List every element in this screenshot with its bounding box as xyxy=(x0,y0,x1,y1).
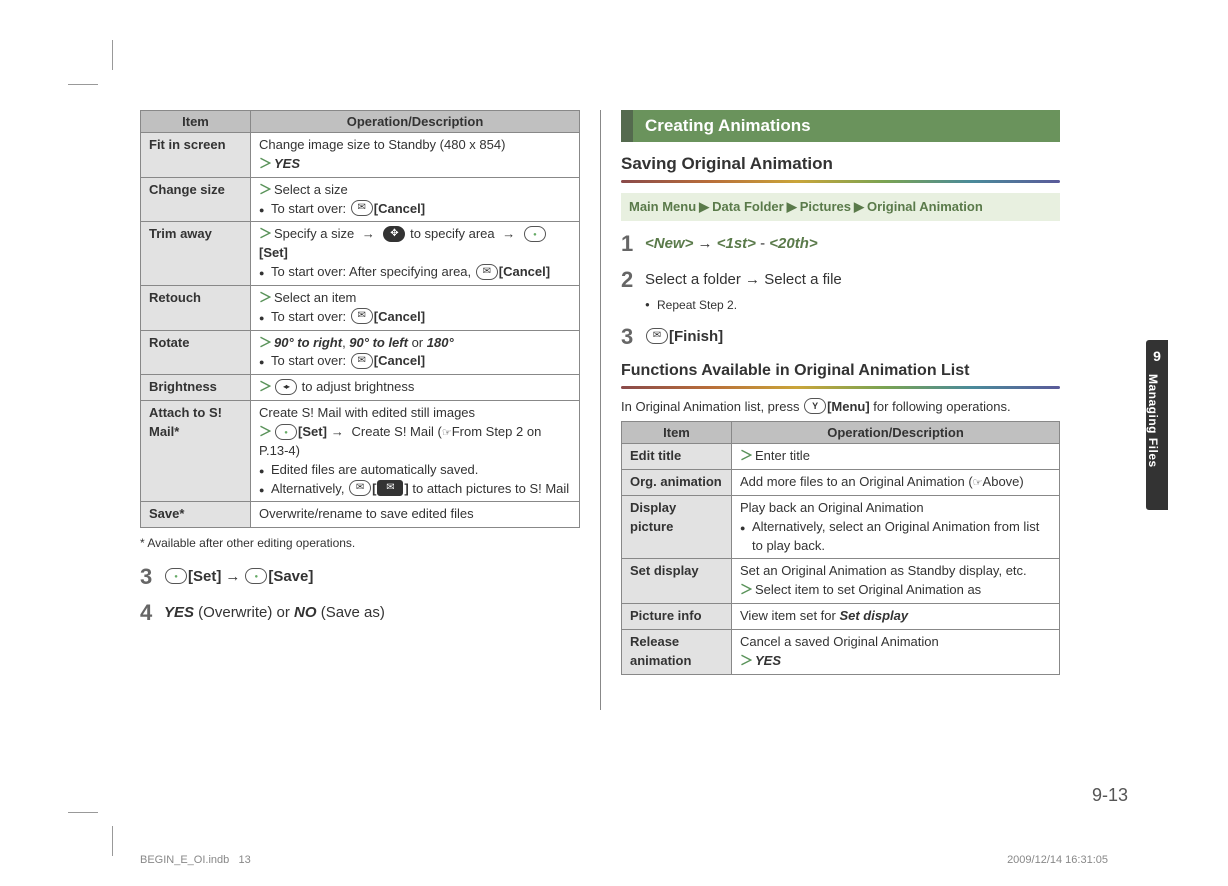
row-label: Edit title xyxy=(622,444,732,470)
footnote: * Available after other editing operatio… xyxy=(140,536,580,550)
step-3: 3 [Set]→[Save] xyxy=(140,564,580,590)
row-desc: ＞Select an item To start over: [Cancel] xyxy=(251,285,580,330)
table-header: Operation/Description xyxy=(251,111,580,133)
menu-path: Main Menu▶Data Folder▶Pictures▶Original … xyxy=(621,193,1060,221)
subsection-heading: Functions Available in Original Animatio… xyxy=(621,362,1060,380)
center-key-icon xyxy=(165,568,187,584)
gradient-rule xyxy=(621,180,1060,183)
mail-key-icon xyxy=(476,264,498,280)
row-label: Retouch xyxy=(141,285,251,330)
row-desc: Change image size to Standby (480 x 854)… xyxy=(251,133,580,178)
row-label: Set display xyxy=(622,559,732,604)
center-key-icon xyxy=(275,424,297,440)
center-key-icon xyxy=(245,568,267,584)
row-label: Attach to S! Mail* xyxy=(141,401,251,502)
step-3-right: 3 [Finish] xyxy=(621,324,1060,350)
left-right-key-icon xyxy=(275,379,297,395)
table-header: Item xyxy=(141,111,251,133)
page-content: Item Operation/Description Fit in screen… xyxy=(0,0,1228,750)
mail-key-icon xyxy=(351,353,373,369)
editing-operations-table: Item Operation/Description Fit in screen… xyxy=(140,110,580,528)
center-key-icon xyxy=(524,226,546,242)
row-desc: Play back an Original Animation Alternat… xyxy=(732,495,1060,559)
step-4: 4 YES (Overwrite) or NO (Save as) xyxy=(140,600,580,626)
row-desc: ＞Specify a size → to specify area → [Set… xyxy=(251,222,580,286)
row-label: Display picture xyxy=(622,495,732,559)
gradient-rule xyxy=(621,386,1060,389)
tab-chapter-number: 9 xyxy=(1146,348,1168,364)
row-desc: Create S! Mail with edited still images … xyxy=(251,401,580,502)
row-label: Org. animation xyxy=(622,469,732,495)
tab-chapter-title: Managing Files xyxy=(1146,374,1160,468)
row-label: Trim away xyxy=(141,222,251,286)
section-heading: Creating Animations xyxy=(621,110,1060,142)
row-desc: ＞ to adjust brightness xyxy=(251,375,580,401)
row-label: Fit in screen xyxy=(141,133,251,178)
row-desc: Set an Original Animation as Standby dis… xyxy=(732,559,1060,604)
y-key-icon xyxy=(804,398,826,414)
subsection-heading: Saving Original Animation xyxy=(621,154,1060,174)
mail-key-icon xyxy=(351,308,373,324)
row-label: Save* xyxy=(141,502,251,528)
table-header: Operation/Description xyxy=(732,422,1060,444)
footer: BEGIN_E_OI.indb 13 2009/12/14 16:31:05 xyxy=(0,854,1228,866)
row-desc: View item set for Set display xyxy=(732,604,1060,630)
row-label: Release animation xyxy=(622,629,732,674)
step-2: 2 Select a folder → Select a file Repeat… xyxy=(621,267,1060,314)
step-1: 1 <New> → <1st> - <20th> xyxy=(621,231,1060,257)
left-column: Item Operation/Description Fit in screen… xyxy=(140,110,600,710)
animation-functions-table: Item Operation/Description Edit title ＞E… xyxy=(621,421,1060,675)
row-label: Picture info xyxy=(622,604,732,630)
mail-key-icon xyxy=(349,480,371,496)
row-label: Rotate xyxy=(141,330,251,375)
row-desc: ＞Enter title xyxy=(732,444,1060,470)
row-label: Brightness xyxy=(141,375,251,401)
page-number: 9-13 xyxy=(1092,785,1128,806)
row-desc: Overwrite/rename to save edited files xyxy=(251,502,580,528)
row-desc: Cancel a saved Original Animation ＞YES xyxy=(732,629,1060,674)
mail-key-icon xyxy=(351,200,373,216)
mail-key-icon xyxy=(646,328,668,344)
row-label: Change size xyxy=(141,177,251,222)
right-column: Creating Animations Saving Original Anim… xyxy=(600,110,1060,710)
row-desc: Add more files to an Original Animation … xyxy=(732,469,1060,495)
side-tab: 9 Managing Files xyxy=(1146,340,1168,510)
intro-text: In Original Animation list, press [Menu]… xyxy=(621,399,1060,416)
row-desc: ＞90° to right, 90° to left or 180° To st… xyxy=(251,330,580,375)
envelope-dark-icon xyxy=(377,480,403,496)
nav-key-icon xyxy=(383,226,405,242)
table-header: Item xyxy=(622,422,732,444)
row-desc: ＞Select a size To start over: [Cancel] xyxy=(251,177,580,222)
